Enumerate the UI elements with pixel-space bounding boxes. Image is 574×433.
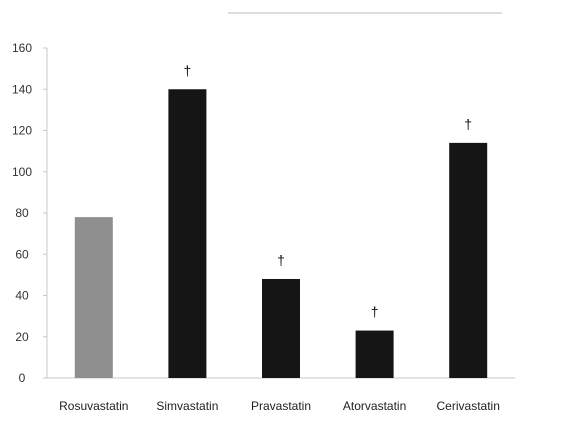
category-label: Cerivastatin xyxy=(437,399,500,413)
bars xyxy=(74,89,488,378)
x-axis-labels: Rosuvastatin Simvastatin Pravastatin Atorva… xyxy=(59,399,500,413)
significance-marker: † xyxy=(277,252,285,268)
y-tick-label: 140 xyxy=(12,82,32,96)
bar-pravastatin xyxy=(262,279,300,378)
significance-marker: † xyxy=(184,62,192,78)
category-label: Rosuvastatin xyxy=(59,399,128,413)
y-tick-label: 100 xyxy=(12,165,32,179)
y-tick-label: 20 xyxy=(15,330,29,344)
y-tick-label: 160 xyxy=(12,41,32,55)
y-tick-label: 120 xyxy=(12,124,32,138)
bar-cerivastatin xyxy=(449,142,488,378)
y-tick-label: 0 xyxy=(19,371,26,385)
significance-markers: † † † † xyxy=(184,62,473,319)
y-tick-label: 80 xyxy=(15,206,29,220)
bar-rosuvastatin xyxy=(74,217,113,378)
bar-simvastatin xyxy=(168,89,207,378)
category-label: Simvastatin xyxy=(156,399,218,413)
significance-marker: † xyxy=(464,116,472,132)
y-tick-label: 60 xyxy=(15,247,29,261)
bar-atorvastatin xyxy=(355,330,394,378)
significance-marker: † xyxy=(371,304,379,320)
category-label: Atorvastatin xyxy=(343,399,406,413)
y-axis-ticks: 0 20 40 60 80 100 120 140 160 xyxy=(12,41,47,385)
category-label: Pravastatin xyxy=(251,399,311,413)
y-tick-label: 40 xyxy=(15,289,29,303)
